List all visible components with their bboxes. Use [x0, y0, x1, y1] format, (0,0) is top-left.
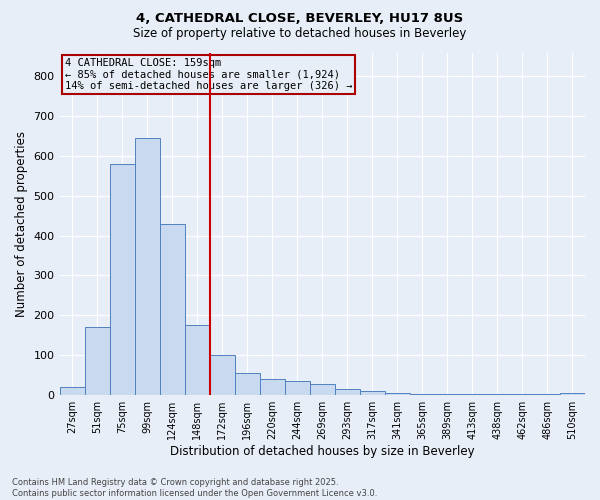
- Bar: [185, 325, 209, 394]
- Bar: [85, 327, 110, 394]
- Text: 4, CATHEDRAL CLOSE, BEVERLEY, HU17 8US: 4, CATHEDRAL CLOSE, BEVERLEY, HU17 8US: [136, 12, 464, 26]
- Bar: [110, 164, 134, 394]
- Text: 4 CATHEDRAL CLOSE: 159sqm
← 85% of detached houses are smaller (1,924)
14% of se: 4 CATHEDRAL CLOSE: 159sqm ← 85% of detac…: [65, 58, 352, 91]
- Text: Contains HM Land Registry data © Crown copyright and database right 2025.
Contai: Contains HM Land Registry data © Crown c…: [12, 478, 377, 498]
- Bar: [134, 138, 160, 394]
- Text: Size of property relative to detached houses in Beverley: Size of property relative to detached ho…: [133, 28, 467, 40]
- Bar: [335, 388, 360, 394]
- Bar: [360, 390, 385, 394]
- Bar: [285, 381, 310, 394]
- Bar: [310, 384, 335, 394]
- Bar: [209, 355, 235, 395]
- Bar: [560, 392, 585, 394]
- Bar: [59, 387, 85, 394]
- Bar: [385, 392, 410, 394]
- Bar: [235, 373, 260, 394]
- X-axis label: Distribution of detached houses by size in Beverley: Distribution of detached houses by size …: [170, 444, 475, 458]
- Y-axis label: Number of detached properties: Number of detached properties: [15, 130, 28, 316]
- Bar: [260, 379, 285, 394]
- Bar: [160, 224, 185, 394]
